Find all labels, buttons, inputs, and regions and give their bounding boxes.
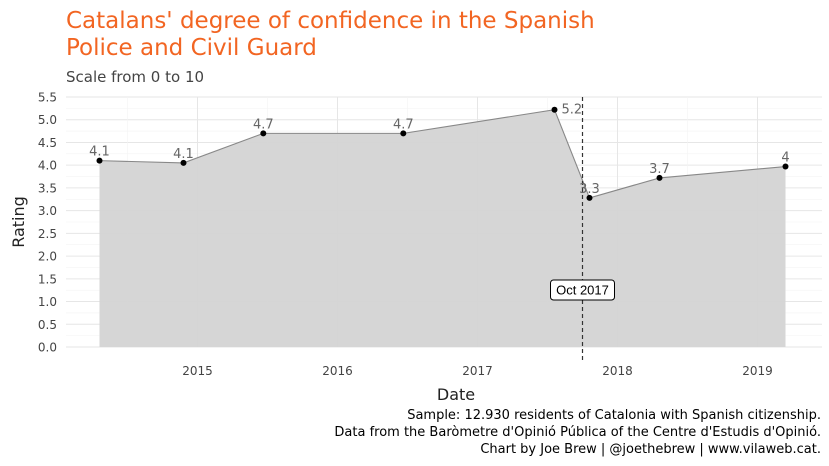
data-point-1 [180, 159, 187, 166]
data-point-5 [586, 194, 593, 201]
x-tick-label-3: 2018 [602, 364, 633, 378]
chart-title-line-2: Police and Civil Guard [66, 35, 317, 61]
y-tick-label-0: 0.0 [38, 341, 57, 355]
caption-line-1: Sample: 12.930 residents of Catalonia wi… [407, 408, 821, 423]
y-tick-label-8: 4.0 [38, 159, 57, 173]
chart-subtitle: Scale from 0 to 10 [66, 68, 205, 86]
data-point-4 [551, 106, 558, 113]
y-tick-label-9: 4.5 [38, 136, 57, 150]
chart-caption: Sample: 12.930 residents of Catalonia wi… [334, 407, 821, 458]
x-tick-label-4: 2019 [742, 364, 773, 378]
series-line [99, 109, 786, 199]
data-point-3 [400, 130, 407, 137]
annotation-label: Oct 2017 [556, 283, 609, 298]
y-tick-label-6: 3.0 [38, 204, 57, 218]
data-label-2: 4.7 [253, 117, 274, 132]
y-tick-label-4: 2.0 [38, 250, 57, 264]
data-label-1: 4.1 [173, 147, 194, 162]
x-tick-label-0: 2015 [182, 364, 213, 378]
data-label-0: 4.1 [89, 145, 110, 160]
data-label-4: 5.2 [562, 103, 583, 118]
y-tick-label-10: 5.0 [38, 113, 57, 127]
area-fill [99, 109, 786, 348]
data-point-6 [656, 174, 663, 181]
data-label-3: 4.7 [393, 117, 414, 132]
y-tick-label-5: 2.5 [38, 227, 57, 241]
x-axis-title: Date [437, 385, 475, 404]
annotation-box [550, 279, 615, 301]
data-point-7 [782, 163, 789, 170]
y-tick-label-2: 1.0 [38, 295, 57, 309]
data-label-6: 3.7 [649, 162, 670, 177]
data-label-7: 4 [781, 151, 789, 166]
y-tick-label-11: 5.5 [38, 91, 57, 105]
y-tick-label-1: 0.5 [38, 318, 57, 332]
chart-title-line-1: Catalans' degree of confidence in the Sp… [66, 8, 595, 34]
data-label-5: 3.3 [579, 182, 600, 197]
data-point-2 [260, 130, 267, 137]
x-tick-label-2: 2017 [462, 364, 493, 378]
y-tick-label-3: 1.5 [38, 272, 57, 286]
data-point-0 [96, 157, 103, 164]
chart-title: Catalans' degree of confidence in the Sp… [66, 8, 766, 62]
caption-line-3: Chart by Joe Brew | @joethebrew | www.vi… [480, 442, 821, 457]
caption-line-2: Data from the Baròmetre d'Opinió Pública… [334, 425, 821, 440]
x-tick-label-1: 2016 [322, 364, 353, 378]
y-axis-title: Rating [9, 196, 28, 248]
y-tick-label-7: 3.5 [38, 181, 57, 195]
